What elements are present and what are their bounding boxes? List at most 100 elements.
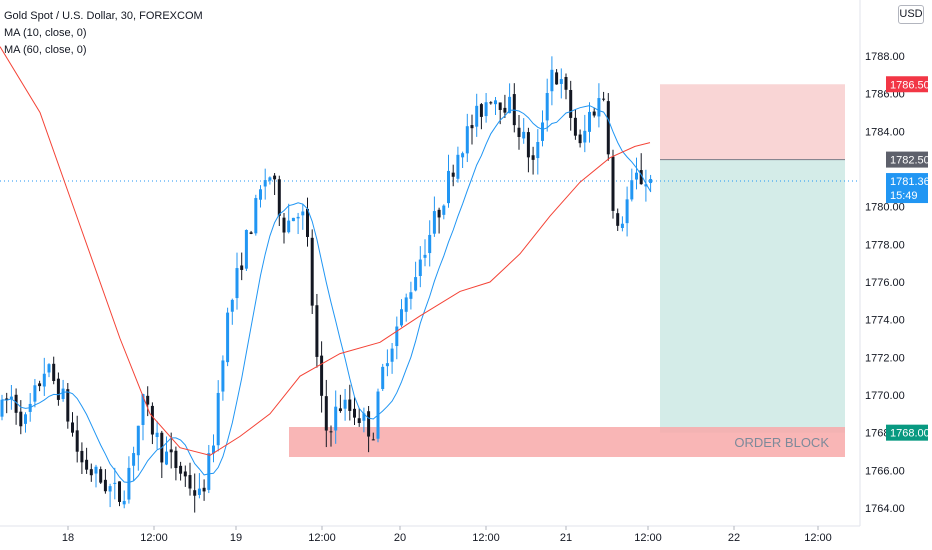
candle-body — [517, 127, 521, 137]
candle-body — [136, 425, 140, 456]
candle-body — [42, 373, 46, 387]
candle-body — [390, 348, 394, 362]
ma60-line — [0, 46, 651, 456]
candle-body — [94, 466, 98, 474]
target-price-tag-bg — [886, 424, 928, 441]
candle-body — [240, 265, 244, 270]
candle-body — [47, 364, 51, 373]
candle-body — [291, 217, 295, 222]
candle-body — [357, 418, 361, 423]
candle-body — [183, 471, 187, 477]
candle-body — [19, 411, 23, 427]
candle-body — [362, 413, 366, 421]
candle-body — [545, 93, 549, 121]
candle-body — [301, 211, 305, 216]
candle-body — [536, 141, 540, 159]
candle-body — [385, 363, 389, 367]
candle-body — [5, 398, 9, 401]
ma10-line — [1, 105, 652, 484]
candle-body — [179, 465, 183, 474]
candle-body — [526, 132, 530, 158]
candle-body — [310, 237, 314, 306]
candle-body — [583, 130, 587, 143]
candle-body — [296, 216, 300, 219]
candle-body — [512, 94, 516, 126]
candle-body — [470, 125, 474, 129]
ma10-legend[interactable]: MA (10, close, 0) — [4, 27, 87, 39]
candle-body — [66, 389, 70, 422]
ma60-legend[interactable]: MA (60, close, 0) — [4, 44, 87, 56]
candle-body — [348, 399, 352, 411]
stop-price-tag: 1786.50 — [890, 79, 930, 91]
y-tick-label: 1780.00 — [865, 202, 905, 214]
candle-body — [508, 96, 512, 114]
stop-price-tag-bg — [886, 76, 928, 93]
candle-body — [602, 98, 606, 100]
candle-body — [9, 396, 13, 399]
candle-body — [606, 101, 610, 155]
candle-body — [423, 254, 427, 258]
candle-body — [277, 179, 281, 216]
candle-body — [616, 213, 620, 226]
x-tick-label: 12:00 — [804, 532, 832, 544]
candle-body — [287, 220, 291, 233]
candle-body — [555, 72, 559, 85]
candle-body — [52, 363, 56, 381]
candle-body — [38, 383, 42, 387]
candle-body — [249, 232, 253, 234]
candle-body — [202, 487, 206, 492]
candle-body — [103, 479, 107, 492]
candle-body — [132, 453, 136, 466]
candle-body — [329, 431, 333, 433]
candle-body — [118, 481, 121, 502]
candle-body — [559, 79, 563, 84]
currency-badge[interactable]: USD — [898, 5, 924, 24]
candle-body — [99, 469, 103, 483]
candle-body — [522, 131, 526, 139]
candle-body — [127, 467, 131, 500]
x-tick-label: 18 — [62, 532, 74, 544]
y-tick-label: 1788.00 — [865, 51, 905, 63]
candle-body — [150, 405, 154, 435]
candle-body — [503, 107, 507, 113]
candle-body — [381, 366, 385, 390]
candle-body — [14, 394, 18, 413]
candle-body — [80, 450, 84, 463]
candle-body — [437, 209, 441, 218]
candle-body — [33, 385, 37, 402]
candle-body — [569, 89, 573, 118]
candle-body — [338, 408, 342, 412]
candle-body — [235, 268, 239, 299]
candle-body — [367, 411, 371, 437]
candle-body — [169, 449, 173, 453]
candle-body — [456, 154, 460, 179]
candle-body — [141, 394, 145, 425]
candle-body — [498, 102, 502, 110]
candle-body — [75, 430, 79, 452]
candle-body — [649, 178, 653, 184]
candle-body — [644, 184, 648, 187]
candle-body — [226, 312, 230, 363]
candle-body — [197, 488, 201, 495]
order-block-label: ORDER BLOCK — [734, 435, 829, 450]
chart-legend: Gold Spot / U.S. Dollar, 30, FOREXCOM MA… — [4, 8, 203, 59]
candle-body — [611, 156, 615, 211]
stop-loss-zone — [660, 84, 845, 160]
candle-body — [113, 482, 117, 484]
candle-body — [207, 453, 211, 490]
candle-body — [263, 180, 267, 187]
candle-body — [244, 229, 248, 269]
x-tick-label: 12:00 — [140, 532, 168, 544]
candle-body — [461, 153, 465, 158]
candle-body — [24, 414, 27, 424]
candle-body — [334, 406, 338, 431]
last-price-tag: 1781.36 — [890, 176, 930, 188]
entry-price-tag-bg — [886, 151, 928, 168]
candle-body — [573, 117, 577, 136]
candle-body — [451, 172, 455, 177]
y-tick-label: 1766.00 — [865, 465, 905, 477]
candle-body — [404, 297, 408, 312]
candle-body — [428, 234, 432, 254]
